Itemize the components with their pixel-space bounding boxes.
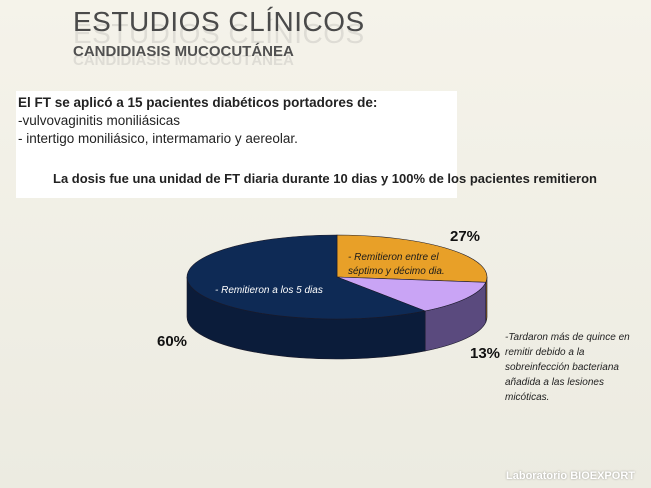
pie-slice-60 [186,234,427,320]
intro-line-3: - intertigo moniliásico, intermamario y … [18,131,298,146]
dose-statement: La dosis fue una unidad de FT diaria dur… [53,171,597,186]
value-label-13: 13% [470,345,501,362]
footer-brand: Laboratorio BIOEXPORT [506,470,635,482]
pie-slice-27 [336,234,488,283]
slice-label-27: - Remitieron entre el séptimo y décimo d… [348,252,445,277]
intro-line-2: -vulvovaginitis moniliásicas [18,113,181,128]
slice-label-13: -Tardaron más de quince en remitir debid… [505,332,630,403]
value-label-27: 27% [450,228,481,245]
intro-line-1: El FT se aplicó a 15 pacientes diabético… [18,95,378,110]
slide-title: ESTUDIOS CLÍNICOS [73,6,365,37]
value-label-60: 60% [157,333,188,350]
slide-subtitle: CANDIDIASIS MUCOCUTÁNEA [73,43,294,60]
intro-text-box: El FT se aplicó a 15 pacientes diabético… [16,91,457,198]
pie-slice-13 [336,276,487,312]
slice-label-60: - Remitieron a los 5 dias [215,285,323,296]
